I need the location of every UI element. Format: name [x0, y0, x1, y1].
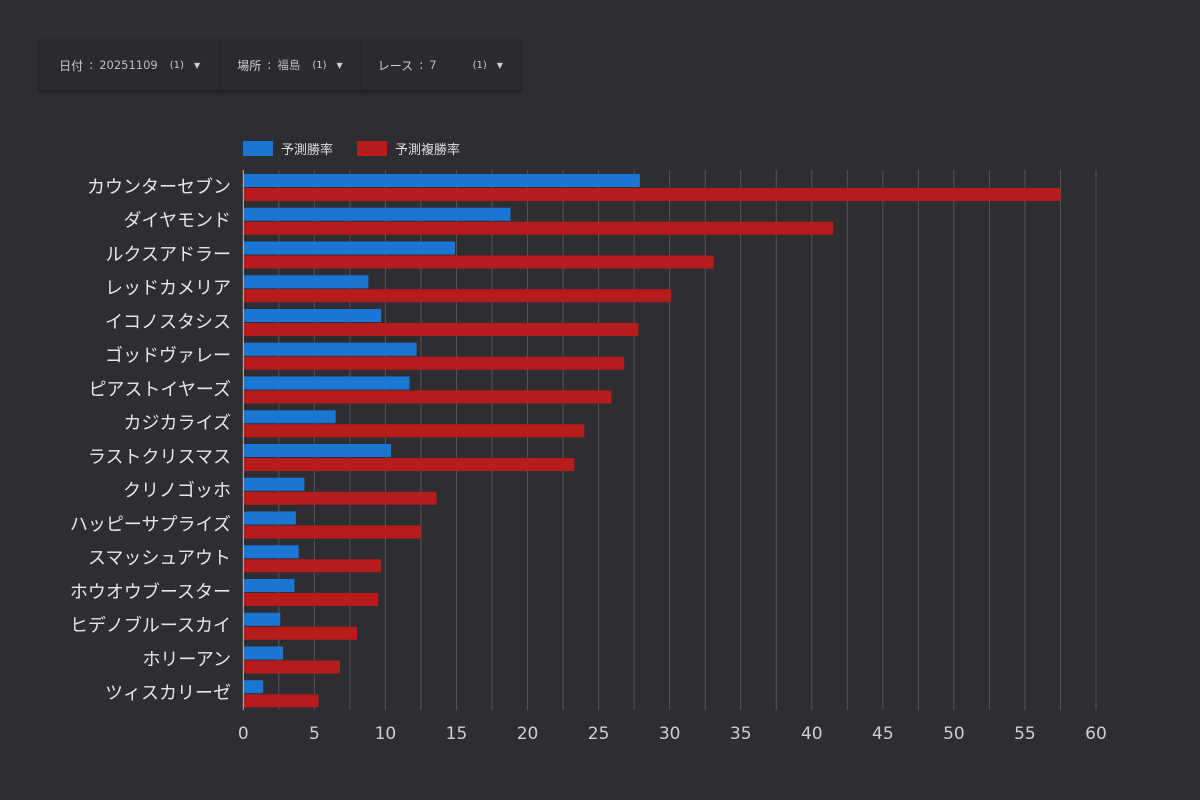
filter-value: 20251109 — [99, 58, 158, 72]
caret-down-icon: ▼ — [336, 60, 343, 70]
bar-place — [243, 660, 340, 674]
bar-win — [243, 241, 456, 255]
x-tick-label: 0 — [238, 724, 249, 744]
x-tick-label: 40 — [801, 724, 823, 744]
category-label: イコノスタシス — [105, 312, 231, 333]
bar-place — [243, 694, 319, 708]
filter-value: 福島 — [277, 58, 301, 72]
x-tick-label: 30 — [659, 724, 681, 744]
x-tick-label: 10 — [375, 724, 397, 744]
filter-count: (1) — [312, 59, 327, 71]
category-label: スマッシュアウト — [88, 548, 231, 569]
x-tick-label: 25 — [588, 724, 610, 744]
bar-win — [243, 410, 336, 424]
bar-place — [243, 390, 612, 404]
caret-down-icon: ▼ — [496, 60, 503, 70]
x-tick-label: 50 — [943, 724, 965, 744]
bar-win — [243, 579, 295, 592]
legend-swatch — [243, 141, 273, 156]
filter-count: (1) — [169, 59, 184, 71]
bar-place — [243, 424, 585, 438]
bar-win — [243, 342, 417, 356]
bar-place — [243, 188, 1061, 201]
legend-label: 予測勝率 — [281, 143, 334, 158]
x-tick-label: 20 — [517, 724, 539, 744]
category-label: ホリーアン — [142, 649, 231, 670]
x-tick-label: 60 — [1085, 724, 1107, 744]
filter-label: 日付 — [59, 58, 84, 73]
legend-label: 予測複勝率 — [395, 143, 461, 158]
x-tick-label: 55 — [1014, 724, 1036, 744]
bar-win — [243, 545, 299, 559]
category-label: レッドカメリア — [105, 278, 231, 299]
category-label: ホウオウブースター — [70, 581, 231, 603]
bar-place — [243, 255, 714, 269]
bar-place — [243, 559, 382, 573]
bar-place — [243, 593, 379, 606]
bar-win — [243, 174, 640, 187]
filter-label: レース — [377, 58, 414, 73]
bar-win — [243, 511, 296, 525]
bar-win — [243, 646, 284, 660]
x-tick-label: 45 — [872, 724, 894, 744]
category-label: ダイヤモンド — [124, 211, 231, 232]
bar-place — [243, 356, 625, 370]
category-label: ゴッドヴァレー — [105, 346, 231, 367]
chart-legend: 予測勝率 予測複勝率 — [243, 139, 460, 158]
bar-win — [243, 477, 305, 491]
bar-place — [243, 525, 421, 539]
category-label: ハッピーサプライズ — [70, 514, 231, 535]
category-label: ルクスアドラー — [106, 244, 231, 265]
filter-date[interactable]: 日付: 20251109 (1) ▼ — [40, 40, 221, 90]
legend-item-win[interactable]: 予測勝率 — [243, 139, 333, 158]
category-label: クリノゴッホ — [123, 481, 231, 502]
category-label: カジカライズ — [124, 413, 231, 434]
category-label: ピアストイヤーズ — [88, 379, 231, 400]
bar-place — [243, 289, 672, 303]
category-label: ラストクリスマス — [88, 447, 231, 468]
bar-place — [243, 323, 639, 336]
bar-win — [243, 309, 382, 322]
bar-win — [243, 612, 281, 626]
x-tick-label: 35 — [730, 724, 752, 744]
bar-win — [243, 207, 511, 221]
category-label: ツィスカリーゼ — [105, 683, 231, 704]
bar-win — [243, 444, 392, 457]
filter-race[interactable]: レース: 7 (1) ▼ — [377, 58, 503, 73]
bar-win — [243, 680, 264, 694]
bar-win — [243, 275, 369, 289]
caret-down-icon: ▼ — [193, 60, 201, 70]
category-label: ヒデノブルースカイ — [70, 615, 231, 637]
x-tick-label: 5 — [309, 724, 320, 744]
legend-item-place[interactable]: 予測複勝率 — [357, 139, 460, 158]
category-label: カウンターセブン — [87, 176, 231, 198]
bar-place — [243, 221, 834, 235]
legend-swatch — [357, 141, 388, 156]
bar-place — [243, 458, 575, 471]
filter-value: 7 — [429, 58, 437, 72]
x-tick-label: 15 — [446, 724, 468, 744]
filter-venue[interactable]: 場所: 福島 (1) ▼ — [220, 40, 361, 90]
filter-bar: 日付: 20251109 (1) ▼ 場所: 福島 (1) ▼ レース: 7 (… — [40, 40, 520, 90]
filter-label: 場所 — [237, 58, 262, 73]
bar-place — [243, 626, 357, 640]
filter-count: (1) — [472, 59, 487, 71]
bar-place — [243, 491, 437, 505]
bar-win — [243, 376, 410, 390]
